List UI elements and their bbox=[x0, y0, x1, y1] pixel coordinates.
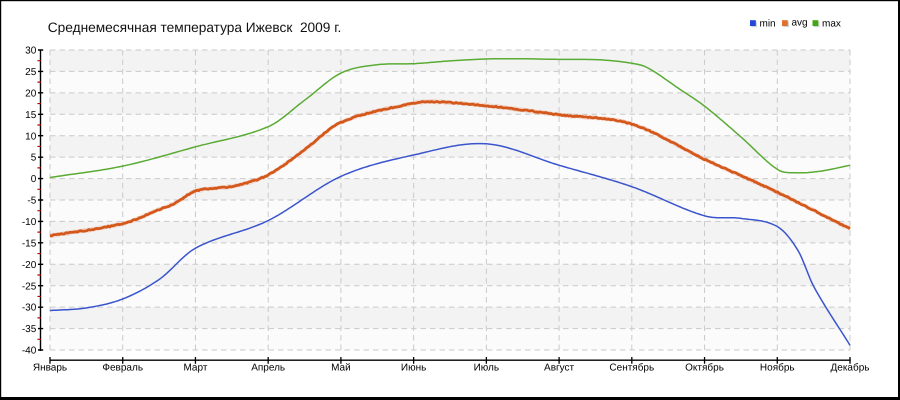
svg-text:max: max bbox=[822, 19, 841, 30]
svg-text:5: 5 bbox=[31, 153, 37, 164]
svg-text:10: 10 bbox=[25, 131, 37, 142]
svg-text:avg: avg bbox=[792, 18, 808, 29]
svg-text:0: 0 bbox=[31, 174, 37, 185]
svg-text:Январь: Январь bbox=[33, 363, 67, 374]
svg-text:Март: Март bbox=[183, 363, 207, 374]
svg-text:Декабрь: Декабрь bbox=[831, 363, 870, 374]
svg-text:20: 20 bbox=[25, 88, 37, 99]
svg-text:-10: -10 bbox=[22, 217, 37, 228]
svg-text:Май: Май bbox=[331, 363, 351, 374]
svg-text:-20: -20 bbox=[22, 260, 37, 271]
svg-text:-35: -35 bbox=[22, 324, 37, 335]
svg-text:Сентябрь: Сентябрь bbox=[609, 363, 654, 374]
svg-text:15: 15 bbox=[25, 110, 37, 121]
svg-text:Июль: Июль bbox=[474, 363, 500, 374]
svg-text:30: 30 bbox=[25, 46, 37, 57]
svg-text:-40: -40 bbox=[22, 346, 37, 357]
svg-text:Апрель: Апрель bbox=[251, 363, 285, 374]
svg-text:-15: -15 bbox=[22, 238, 37, 249]
svg-text:25: 25 bbox=[25, 67, 37, 78]
svg-text:Октябрь: Октябрь bbox=[685, 363, 724, 374]
svg-text:Февраль: Февраль bbox=[102, 363, 143, 374]
svg-text:min: min bbox=[760, 19, 776, 30]
svg-text:Август: Август bbox=[544, 363, 575, 374]
svg-text:-5: -5 bbox=[27, 196, 36, 207]
svg-text:Ноябрь: Ноябрь bbox=[760, 363, 795, 374]
svg-text:-30: -30 bbox=[22, 303, 37, 314]
svg-text:Июнь: Июнь bbox=[401, 363, 426, 374]
svg-text:-25: -25 bbox=[22, 281, 37, 292]
svg-text:Среднемесячная температура Иже: Среднемесячная температура Ижевск 2009 г… bbox=[48, 20, 342, 35]
